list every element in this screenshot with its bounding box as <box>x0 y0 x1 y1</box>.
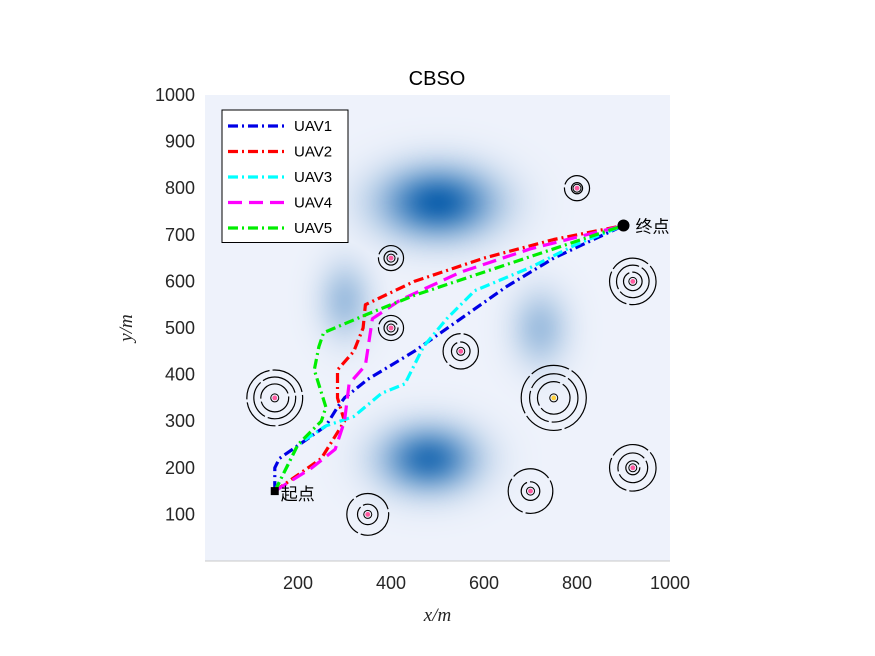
threat-ring <box>450 341 471 362</box>
threat-ring <box>507 468 554 515</box>
threat-center-ring <box>628 463 638 473</box>
threat-center <box>388 325 394 331</box>
threat-ring <box>346 492 390 536</box>
uav-path-uav3 <box>273 224 625 492</box>
y-tick-label: 400 <box>165 365 195 385</box>
threat-center-ring <box>628 276 638 286</box>
threat-center <box>551 395 557 401</box>
threat-ring <box>377 314 405 342</box>
start-label: 起点 <box>281 485 315 505</box>
y-tick-label: 600 <box>165 271 195 291</box>
x-axis-label: x/m <box>423 605 451 626</box>
threat-ring <box>570 182 584 195</box>
y-tick-label: 200 <box>165 458 195 478</box>
start-marker <box>270 487 279 496</box>
threat-ring <box>625 460 641 476</box>
y-tick-label: 1000 <box>155 85 195 105</box>
y-axis-label: y/m <box>116 314 137 343</box>
threat-center-ring <box>270 393 280 403</box>
threat-center <box>574 185 580 191</box>
threat-zone <box>246 369 304 427</box>
threat-zone <box>608 443 657 492</box>
threat-ring <box>383 320 399 336</box>
threat-ring <box>253 376 297 420</box>
threat-ring <box>528 373 579 423</box>
threat-ring <box>442 333 480 370</box>
chart-title: CBSO <box>409 68 466 90</box>
threat-ring <box>377 244 405 272</box>
uav-path-uav2 <box>273 223 624 493</box>
legend-label-uav2: UAV2 <box>294 144 332 161</box>
y-tick-label: 900 <box>165 132 195 152</box>
x-tick-label: 400 <box>376 573 406 593</box>
legend-label-uav1: UAV1 <box>294 118 332 135</box>
threat-center <box>365 512 371 517</box>
threat-ring <box>536 381 571 415</box>
legend-label-uav3: UAV3 <box>294 169 332 186</box>
threat-ring <box>356 503 379 526</box>
threat-center-ring <box>572 183 582 193</box>
threat-ring <box>260 383 290 413</box>
threat-zone <box>608 257 657 306</box>
end-label: 终点 <box>636 217 670 237</box>
x-tick-label: 200 <box>283 573 313 593</box>
legend: UAV1 UAV2 UAV3 UAV4 UAV5 <box>221 109 349 243</box>
threat-zone <box>507 468 554 515</box>
threat-zone <box>442 333 480 370</box>
uav-paths <box>273 223 625 493</box>
threat-center-ring <box>386 323 396 333</box>
threat-zone <box>377 314 405 342</box>
legend-label-uav5: UAV5 <box>294 220 332 237</box>
threat-center-ring <box>386 253 396 263</box>
threat-center-ring <box>526 486 535 496</box>
axes: 200 400 600 800 1000 100 200 300 400 500 600 700 800… <box>155 85 690 593</box>
uav-path-uav4 <box>273 223 624 493</box>
threat-zone <box>377 244 405 272</box>
threat-ring <box>246 369 304 427</box>
end-marker <box>617 219 630 232</box>
threat-center <box>388 255 394 261</box>
threat-center <box>272 395 278 401</box>
y-tick-label: 800 <box>165 178 195 198</box>
y-tick-label: 100 <box>165 504 195 524</box>
threat-ring <box>617 452 649 484</box>
threat-center <box>528 488 533 494</box>
threat-zone <box>563 175 591 202</box>
x-tick-label: 600 <box>469 573 499 593</box>
threat-center <box>630 279 636 284</box>
y-tick-label: 300 <box>165 411 195 431</box>
y-tick-label: 500 <box>165 318 195 338</box>
y-tick-label: 700 <box>165 225 195 245</box>
threat-ring <box>520 481 541 502</box>
threat-zone <box>346 492 390 536</box>
threat-center-ring <box>456 346 466 356</box>
threat-ring <box>615 264 650 299</box>
threat-center-ring <box>549 393 559 403</box>
threat-ring <box>608 443 657 492</box>
threat-center <box>630 465 636 471</box>
threat-center-ring <box>363 509 373 519</box>
threat-center <box>458 348 464 354</box>
legend-label-uav4: UAV4 <box>294 195 332 212</box>
threat-ring <box>520 364 587 432</box>
x-tick-label: 1000 <box>650 573 690 593</box>
uav-path-uav5 <box>273 223 625 492</box>
threat-ring <box>608 257 657 306</box>
threat-ring <box>383 250 399 266</box>
threat-ring <box>563 175 591 202</box>
threat-zones <box>246 175 657 536</box>
x-tick-label: 800 <box>562 573 592 593</box>
endpoint-markers: 起点 终点 <box>270 217 670 505</box>
threat-ring <box>622 271 643 292</box>
threat-zone <box>520 364 587 432</box>
